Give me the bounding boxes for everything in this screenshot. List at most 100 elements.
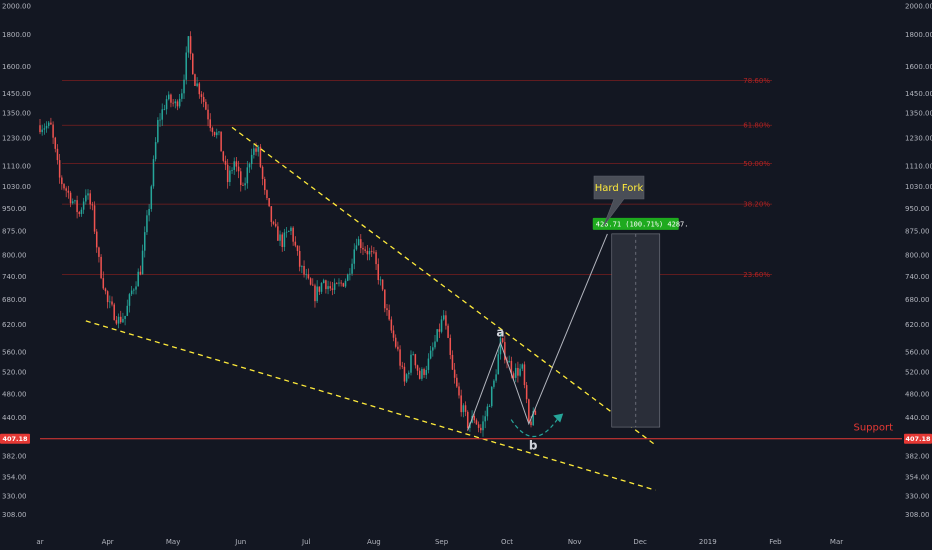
candle-body (397, 346, 399, 350)
candle-body (316, 286, 318, 302)
candle-body (246, 167, 249, 184)
y-axis-right[interactable]: 2000.00 1800.00 1600.00 1450.00 1350.00 1230.… (905, 3, 932, 520)
candle-body (119, 316, 122, 323)
callout-text: Hard Fork (595, 183, 644, 194)
candle-body (453, 369, 456, 378)
candle-body (340, 282, 342, 284)
candle-body (272, 221, 275, 224)
y-axis-left[interactable]: 2000.00 1800.00 1600.00 1450.00 1350.00 1230.… (2, 3, 31, 520)
trendline[interactable] (85, 320, 656, 491)
y-tick-label-right: 354.00 (905, 473, 930, 481)
callout-bubble[interactable] (593, 175, 645, 227)
candle-body (519, 368, 521, 376)
candle-body (39, 125, 41, 133)
y-tick-label-left: 1230.00 (2, 135, 31, 143)
candle-body (130, 290, 133, 295)
candle-body (165, 99, 168, 110)
candle-body (167, 94, 170, 100)
candle-body (414, 354, 417, 366)
candle-body (211, 127, 214, 133)
y-tick-label-left: 2000.00 (2, 3, 31, 11)
support-line[interactable]: Support (40, 423, 902, 440)
candle-body (141, 250, 144, 275)
candle-body (390, 319, 393, 331)
candle-body (163, 109, 166, 111)
y-tick-label-right: 382.00 (905, 453, 930, 461)
candle-body (159, 119, 161, 121)
candle-body (78, 212, 81, 214)
candle-body (394, 337, 397, 347)
y-tick-label-left: 354.00 (2, 473, 27, 481)
x-tick-label: Mar (830, 538, 843, 546)
x-tick-label: Dec (633, 538, 647, 546)
x-axis[interactable]: ar Apr May Jun Jul Aug Sep Oct Nov Dec 2019 Feb Mar (0, 532, 932, 550)
x-tick-label: Apr (102, 538, 114, 546)
candle-body (128, 294, 131, 306)
wave-path[interactable] (467, 233, 608, 431)
candle-body (274, 223, 277, 227)
candle-body (449, 337, 452, 355)
candle-body (157, 120, 159, 143)
candle-body (209, 119, 211, 128)
candle-body (216, 132, 218, 136)
candle-body (172, 102, 174, 104)
candle-body (255, 148, 257, 152)
candle-body (344, 280, 347, 287)
price-range-measure[interactable]: 426.71 (100.71%) 4287. (592, 217, 689, 428)
y-tick-label-right: 2000.00 (905, 3, 932, 11)
candle-body (514, 367, 517, 378)
y-tick-label-right: 875.00 (905, 227, 930, 235)
candle-body (464, 405, 467, 412)
candle-body (355, 245, 358, 250)
candle-body (200, 94, 203, 97)
candle-body (229, 170, 231, 183)
y-tick-label-right: 740.00 (905, 273, 930, 281)
candle-body (512, 373, 515, 378)
candle-body (379, 279, 382, 281)
candle-body (264, 179, 266, 191)
x-tick-label: Jul (301, 538, 311, 546)
hard-fork-callout[interactable]: Hard Fork (593, 175, 645, 227)
y-tick-label-right: 1030.00 (905, 183, 932, 191)
candle-body (301, 265, 303, 267)
candle-body (47, 122, 50, 126)
candle-body (235, 161, 238, 167)
y-tick-label-left: 740.00 (2, 273, 27, 281)
support-label: Support (853, 423, 893, 434)
y-tick-label-left: 520.00 (2, 369, 27, 377)
candle-body (117, 316, 120, 324)
candle-body (102, 278, 105, 289)
candle-body (122, 318, 124, 323)
candle-body (71, 201, 74, 204)
candle-body (451, 354, 454, 370)
candle-body (242, 184, 244, 186)
candle-body (109, 301, 111, 303)
candle-body (418, 370, 421, 379)
x-tick-label: 2019 (699, 538, 717, 546)
candle-body (65, 188, 67, 191)
candle-body (412, 354, 414, 355)
trendline[interactable] (231, 126, 656, 446)
candle-body (486, 406, 489, 417)
candle-body (106, 291, 109, 303)
candle-body (176, 101, 179, 107)
trendlines[interactable] (85, 126, 656, 491)
candle-body (346, 274, 349, 281)
x-tick-label: ar (36, 538, 43, 546)
y-tick-label-right: 520.00 (905, 369, 930, 377)
candle-body (368, 251, 371, 255)
candle-body (436, 329, 438, 342)
candle-body (288, 231, 290, 232)
candle-body (429, 350, 432, 359)
candle-body (100, 256, 102, 279)
candle-body (434, 341, 436, 348)
candle-body (58, 160, 61, 178)
candle-body (401, 365, 404, 367)
candle-body (477, 424, 480, 428)
candle-body (148, 208, 150, 216)
candle-body (104, 288, 107, 292)
b-projection-arc (510, 419, 558, 437)
candle-body (154, 142, 157, 160)
candle-body (475, 420, 478, 425)
